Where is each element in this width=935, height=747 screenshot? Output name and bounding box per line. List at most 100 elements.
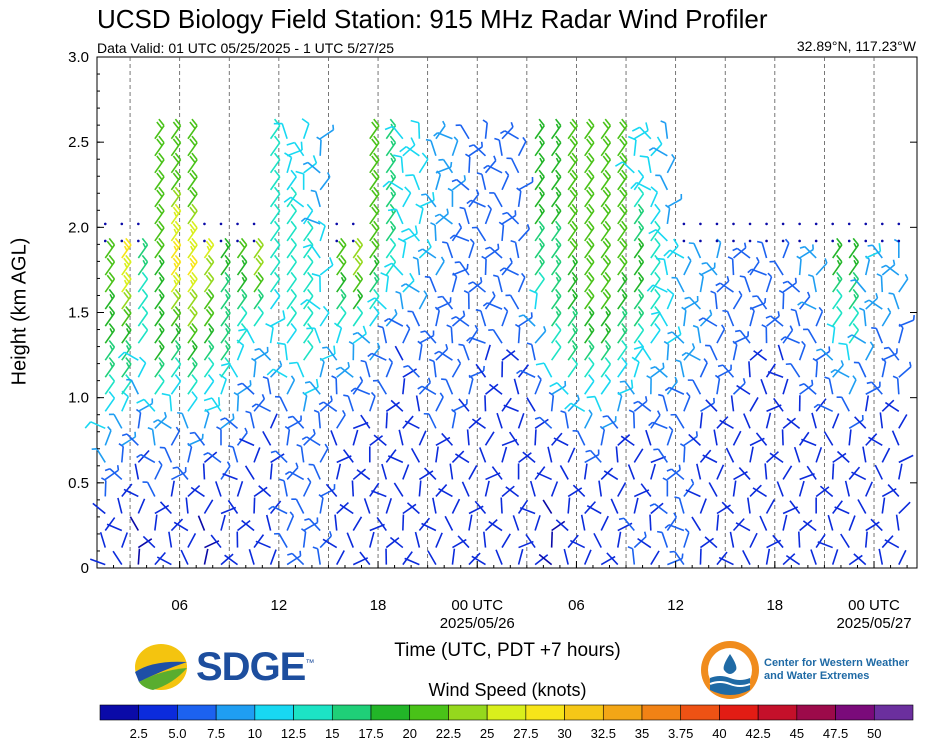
barb-staff bbox=[765, 499, 776, 514]
barb-staff bbox=[583, 549, 592, 565]
calm-dot bbox=[203, 222, 206, 226]
wind-barb bbox=[798, 291, 811, 310]
barb-staff bbox=[270, 453, 285, 464]
barb-staff bbox=[600, 467, 614, 480]
barb-flag bbox=[313, 409, 320, 414]
wind-barb bbox=[270, 450, 288, 463]
barb-staff bbox=[505, 486, 520, 498]
x-tick-date: 2025/05/26 bbox=[440, 615, 515, 632]
barb-staff bbox=[633, 346, 645, 361]
barb-staff bbox=[517, 548, 524, 565]
barb-flag bbox=[588, 409, 593, 415]
barb-flag bbox=[401, 227, 410, 233]
barb-flag bbox=[191, 237, 198, 246]
barb-staff bbox=[286, 210, 297, 225]
wind-barb bbox=[482, 119, 488, 139]
wind-barb bbox=[352, 254, 364, 276]
wind-barb bbox=[650, 365, 668, 378]
barb-staff bbox=[319, 225, 326, 242]
barb-flag bbox=[158, 135, 165, 144]
wind-barb bbox=[617, 305, 628, 327]
barb-flag bbox=[227, 445, 234, 448]
barb-flag bbox=[645, 122, 649, 131]
wind-barb bbox=[666, 238, 679, 259]
wind-barb bbox=[468, 324, 479, 344]
calm-dot bbox=[798, 239, 801, 243]
barb-staff bbox=[451, 140, 459, 157]
calm-dot bbox=[715, 222, 719, 226]
wind-barb bbox=[401, 227, 420, 242]
barb-staff bbox=[864, 531, 868, 548]
barb-flag bbox=[382, 180, 390, 188]
barb-flag bbox=[123, 308, 130, 317]
barb-flag bbox=[643, 531, 647, 537]
barb-staff bbox=[559, 465, 569, 480]
barb-staff bbox=[631, 548, 636, 565]
barb-staff bbox=[414, 531, 421, 548]
barb-flag bbox=[158, 328, 163, 334]
barb-flag bbox=[273, 271, 281, 280]
barb-staff bbox=[542, 499, 553, 514]
wind-barb bbox=[304, 381, 321, 395]
barb-flag bbox=[656, 410, 661, 416]
y-tick-label: 2.5 bbox=[68, 134, 89, 151]
wind-barb bbox=[534, 326, 547, 344]
wind-barb bbox=[749, 446, 754, 463]
wind-barb bbox=[484, 480, 490, 497]
wind-barb bbox=[253, 346, 269, 361]
barb-staff bbox=[584, 210, 595, 225]
barb-staff bbox=[832, 312, 843, 327]
barb-staff bbox=[658, 311, 669, 327]
barb-flag bbox=[526, 224, 531, 230]
wind-barb bbox=[617, 357, 628, 378]
barb-staff bbox=[187, 397, 198, 412]
barb-staff bbox=[236, 395, 240, 412]
wind-barb bbox=[385, 401, 401, 412]
wind-barb bbox=[112, 550, 123, 566]
barb-flag bbox=[189, 155, 196, 164]
wind-barb bbox=[702, 454, 718, 464]
wind-barb bbox=[881, 357, 887, 378]
wind-barb bbox=[567, 186, 579, 208]
wind-barb bbox=[633, 203, 645, 225]
wind-barb bbox=[170, 323, 182, 344]
wind-barb bbox=[236, 323, 248, 344]
barb-flag bbox=[588, 135, 595, 144]
barb-flag bbox=[153, 419, 159, 424]
barb-staff bbox=[539, 416, 553, 429]
barb-staff bbox=[258, 348, 272, 361]
wind-barb bbox=[302, 391, 308, 412]
barb-flag bbox=[572, 310, 577, 317]
barb-staff bbox=[286, 295, 297, 310]
x-tick-label: 00 UTC bbox=[451, 597, 503, 614]
wind-barb bbox=[317, 220, 326, 242]
barb-flag bbox=[604, 220, 612, 229]
barb-staff bbox=[451, 362, 462, 378]
wind-barb bbox=[685, 489, 701, 498]
barb-flag bbox=[869, 341, 874, 347]
wind-barb bbox=[170, 340, 182, 361]
wind-barb bbox=[501, 210, 517, 225]
barb-flag bbox=[158, 460, 163, 466]
wind-barb bbox=[840, 533, 850, 548]
barb-staff bbox=[770, 315, 784, 327]
wind-barb bbox=[640, 483, 652, 497]
wind-barb bbox=[567, 152, 579, 174]
barb-staff bbox=[492, 329, 503, 344]
wind-barb bbox=[494, 137, 503, 156]
wind-barb bbox=[633, 271, 645, 293]
barb-flag bbox=[389, 254, 397, 263]
barb-flag bbox=[662, 362, 665, 368]
wind-barb bbox=[222, 472, 238, 481]
colorbar-swatch bbox=[409, 704, 449, 721]
barb-flag bbox=[654, 288, 661, 297]
barb-flag bbox=[331, 375, 337, 379]
wind-barb bbox=[772, 534, 784, 549]
barb-flag bbox=[289, 361, 298, 365]
colorbar-label: 10 bbox=[248, 726, 262, 741]
calm-dot bbox=[120, 239, 124, 243]
wind-barb bbox=[468, 465, 478, 480]
barb-staff bbox=[692, 379, 702, 395]
colorbar-label: 47.5 bbox=[823, 726, 848, 741]
wind-barb bbox=[692, 324, 702, 344]
